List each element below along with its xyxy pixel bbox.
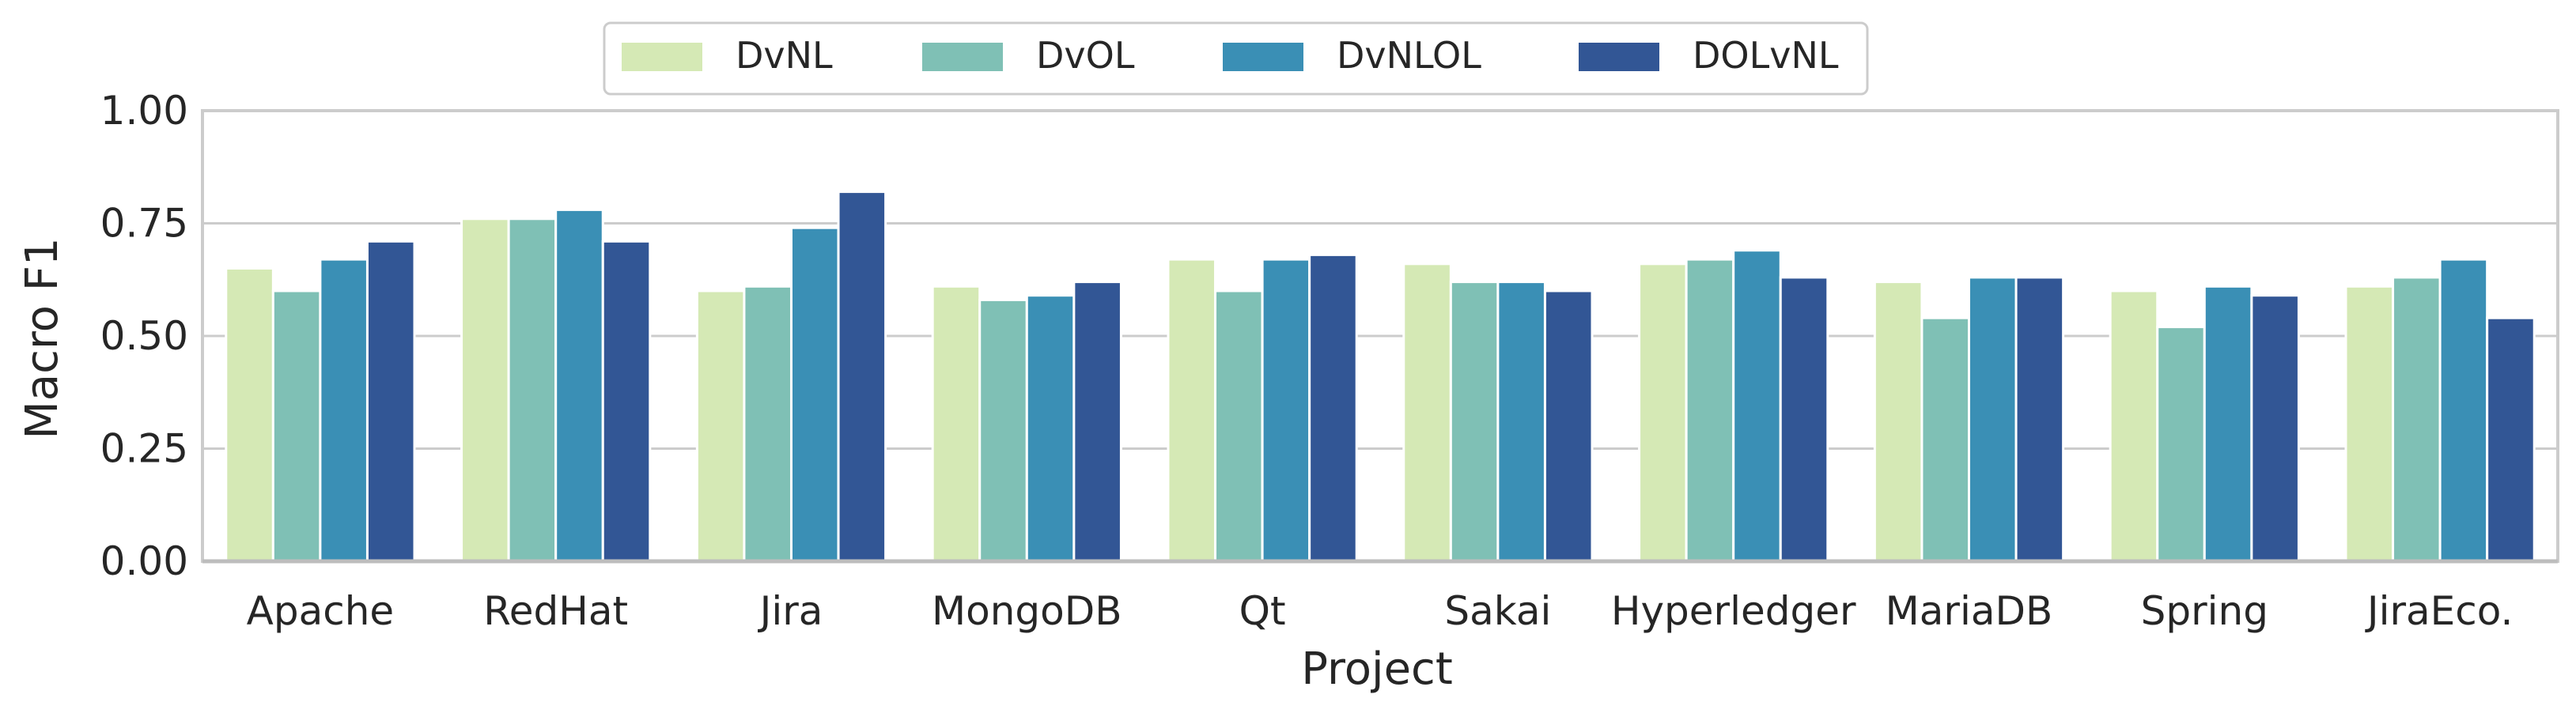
- y-tick-label: 0.25: [100, 426, 188, 472]
- bar-dvnlol-spring: [2203, 285, 2253, 563]
- y-tick-label: 1.00: [100, 88, 188, 134]
- legend-label-dolvnl: DOLvNL: [1693, 34, 1839, 77]
- x-tick-label: Sakai: [1444, 588, 1551, 634]
- x-tick-label: Jira: [758, 588, 823, 634]
- bar-dvol-redhat: [507, 217, 558, 563]
- bar-dvnl-jira: [695, 289, 746, 563]
- y-axis-title: Macro F1: [17, 237, 68, 439]
- y-tick-label: 0.75: [100, 201, 188, 247]
- bar-dvol-spring: [2156, 326, 2206, 563]
- bar-dvnl-jiraeco: [2344, 285, 2395, 563]
- bar-dolvnl-redhat: [601, 240, 652, 563]
- bar-dolvnl-qt: [1308, 253, 1358, 563]
- bar-dvnl-redhat: [460, 217, 510, 563]
- bar-dvnlol-apache: [319, 258, 369, 563]
- x-tick-labels: Apache RedHat Jira MongoDB Qt Sakai Hyperledge…: [247, 588, 2514, 634]
- bar-dvnlol-mariadb: [1968, 276, 2018, 563]
- bar-dvnlol-hyperledger: [1732, 249, 1782, 563]
- legend-label-dvnl: DvNL: [736, 34, 833, 77]
- bar-dvol-hyperledger: [1685, 258, 1735, 563]
- bar-dvnlol-jira: [790, 226, 840, 563]
- x-tick-label: JiraEco.: [2365, 588, 2514, 634]
- bar-dolvnl-mongodb: [1072, 281, 1122, 563]
- frame-layer: [201, 109, 2559, 564]
- legend-label-dvol: DvOL: [1036, 34, 1135, 77]
- x-tick-label: RedHat: [483, 588, 628, 634]
- x-tick-label: Apache: [247, 588, 395, 634]
- x-tick-label: MongoDB: [932, 588, 1122, 634]
- legend-swatch-dolvnl: [1579, 43, 1659, 71]
- bar-dolvnl-spring: [2250, 294, 2300, 563]
- bars-layer: [225, 191, 2536, 563]
- legend: DvNL DvOL DvNLOL DOLvNL: [603, 21, 1869, 96]
- bar-dvnl-mongodb: [931, 285, 982, 563]
- bar-dvnl-apache: [225, 267, 274, 563]
- bar-dolvnl-apache: [365, 240, 416, 563]
- bar-dolvnl-hyperledger: [1779, 276, 1829, 563]
- bar-dvol-qt: [1214, 289, 1264, 563]
- x-tick-label: MariaDB: [1886, 588, 2053, 634]
- bar-dvol-apache: [271, 289, 322, 563]
- bar-dvnl-spring: [2109, 289, 2159, 563]
- y-tick-label: 0.50: [100, 313, 188, 359]
- x-tick-label: Qt: [1239, 588, 1286, 634]
- y-tick-label: 0.00: [100, 538, 188, 584]
- legend-items: DvNL DvOL DvNLOL DOLvNL: [622, 34, 1839, 77]
- x-tick-label: Spring: [2141, 588, 2268, 634]
- legend-swatch-dvnlol: [1223, 43, 1303, 71]
- bar-dvol-mariadb: [1920, 316, 1970, 563]
- bar-dvnl-sakai: [1402, 262, 1452, 563]
- bar-dvnl-qt: [1167, 258, 1217, 563]
- bar-dolvnl-sakai: [1543, 289, 1594, 563]
- bar-dvol-sakai: [1449, 281, 1500, 563]
- bar-dvol-mongodb: [978, 298, 1028, 563]
- bar-dvnlol-jiraeco: [2438, 258, 2489, 563]
- y-tick-labels: 0.00 0.25 0.50 0.75 1.00: [100, 88, 188, 584]
- bar-dvol-jiraeco: [2392, 276, 2442, 563]
- bar-dvnlol-mongodb: [1025, 294, 1076, 563]
- bar-dolvnl-mariadb: [2014, 276, 2065, 563]
- bar-dvnl-hyperledger: [1638, 262, 1688, 563]
- bar-dvnlol-redhat: [554, 208, 604, 563]
- bar-dolvnl-jiraeco: [2486, 316, 2536, 563]
- legend-label-dvnlol: DvNLOL: [1337, 34, 1481, 77]
- x-axis-title: Project: [1301, 643, 1453, 695]
- bar-dvnl-mariadb: [1873, 281, 1923, 563]
- bar-dolvnl-jira: [837, 191, 887, 563]
- bar-dvol-jira: [743, 285, 793, 563]
- bar-dvnlol-qt: [1261, 258, 1311, 563]
- legend-swatch-dvol: [922, 43, 1003, 71]
- bar-dvnlol-sakai: [1496, 281, 1546, 563]
- legend-swatch-dvnl: [622, 43, 702, 71]
- x-tick-label: Hyperledger: [1611, 588, 1856, 634]
